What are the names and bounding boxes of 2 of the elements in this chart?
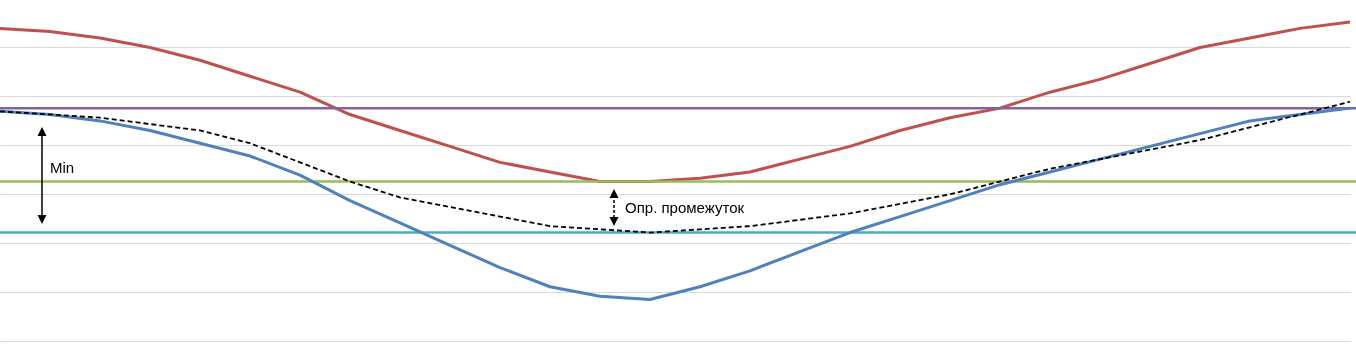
annotation: Опр. промежуток <box>625 199 745 216</box>
annotation: Min <box>50 159 75 176</box>
